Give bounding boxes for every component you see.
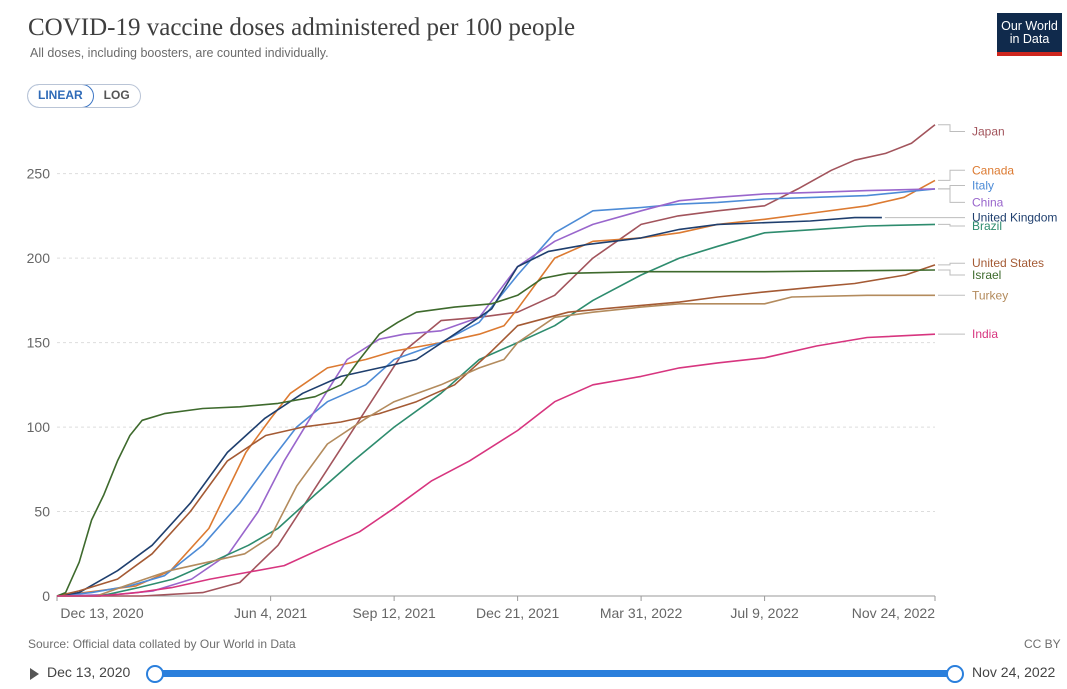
series-line bbox=[57, 189, 935, 596]
series-label-connector bbox=[938, 170, 965, 180]
series-label-connector bbox=[938, 224, 965, 226]
timeline-start-handle[interactable] bbox=[146, 665, 164, 683]
y-tick-label: 100 bbox=[27, 419, 51, 435]
series-line bbox=[57, 189, 935, 596]
series-label: Japan bbox=[972, 124, 1005, 138]
series-label-connector bbox=[938, 189, 965, 203]
x-tick-label: Mar 31, 2022 bbox=[600, 605, 683, 621]
play-icon[interactable] bbox=[30, 668, 39, 680]
x-tick-label: Dec 13, 2020 bbox=[60, 605, 143, 621]
series-label: China bbox=[972, 195, 1004, 209]
timeline-start-label: Dec 13, 2020 bbox=[47, 664, 130, 680]
x-tick-label: Jun 4, 2021 bbox=[234, 605, 307, 621]
timeline-track[interactable] bbox=[153, 670, 956, 677]
x-tick-label: Sep 12, 2021 bbox=[352, 605, 436, 621]
series-line bbox=[57, 180, 935, 596]
series-label-connector bbox=[938, 125, 965, 132]
y-tick-label: 200 bbox=[27, 250, 51, 266]
series-label: Canada bbox=[972, 163, 1014, 177]
x-tick-label: Jul 9, 2022 bbox=[730, 605, 799, 621]
license-label[interactable]: CC BY bbox=[1024, 637, 1061, 651]
series-label: India bbox=[972, 327, 998, 341]
y-tick-label: 250 bbox=[27, 166, 51, 182]
series-label: Israel bbox=[972, 268, 1001, 282]
y-tick-label: 150 bbox=[27, 335, 51, 351]
series-line bbox=[57, 270, 935, 596]
source-note: Source: Official data collated by Our Wo… bbox=[28, 637, 296, 651]
series-label: Turkey bbox=[972, 288, 1008, 302]
timeline-end-handle[interactable] bbox=[946, 665, 964, 683]
series-label: Brazil bbox=[972, 219, 1002, 233]
series-label-connector bbox=[938, 186, 965, 189]
timeline-end-label: Nov 24, 2022 bbox=[972, 664, 1055, 680]
y-tick-label: 0 bbox=[42, 588, 50, 604]
y-tick-label: 50 bbox=[34, 504, 50, 520]
x-tick-label: Nov 24, 2022 bbox=[852, 605, 935, 621]
series-line bbox=[57, 125, 935, 596]
series-label-connector bbox=[938, 270, 965, 275]
x-tick-label: Dec 21, 2021 bbox=[476, 605, 559, 621]
series-label: Italy bbox=[972, 179, 994, 193]
series-label-connector bbox=[938, 263, 965, 265]
series-line bbox=[57, 218, 882, 596]
